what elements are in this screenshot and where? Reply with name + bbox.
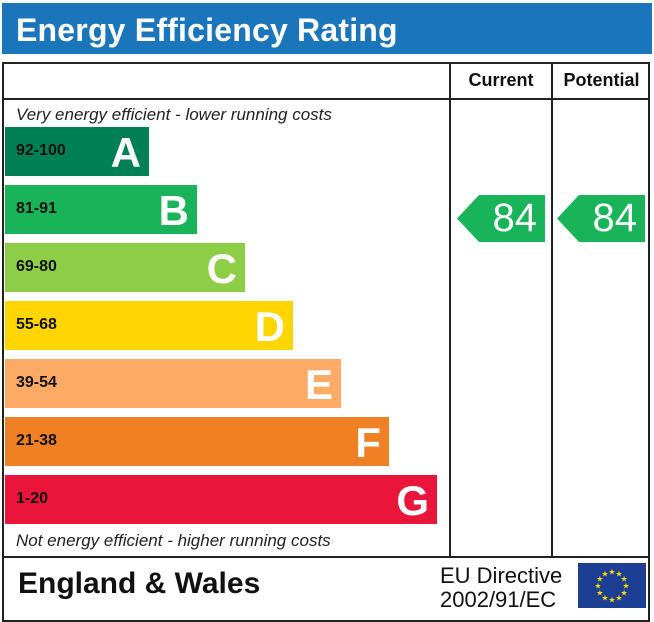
column-divider-potential (551, 62, 553, 558)
rating-band-d: 55-68 D (5, 301, 293, 350)
column-header-current: Current (468, 70, 534, 90)
current-rating-value: 84 (492, 196, 538, 240)
eu-flag-star: ★ (601, 569, 608, 578)
eu-directive: EU Directive 2002/91/EC (440, 564, 562, 612)
rating-band-letter: B (158, 187, 189, 234)
rating-band-letter: A (110, 129, 141, 176)
rating-band-range: 92-100 (16, 142, 66, 159)
rating-band-a: 92-100 A (5, 127, 149, 176)
eu-flag-star: ★ (601, 594, 608, 603)
rating-band-letter: D (254, 303, 285, 350)
column-header-potential: Potential (563, 70, 640, 90)
eu-flag-star: ★ (608, 568, 615, 577)
eu-flag-stars: ★ ★★★★★★★★★★★ (594, 568, 629, 605)
footer-region: England & Wales (18, 567, 261, 600)
top-caption: Very energy efficient - lower running co… (16, 105, 332, 124)
rating-band-g: 1-20 G (5, 475, 437, 524)
rating-band-range: 55-68 (16, 316, 57, 333)
rating-band-c: 69-80 C (5, 243, 245, 292)
page-title: Energy Efficiency Rating (16, 12, 398, 48)
rating-band-letter: E (304, 361, 333, 408)
rating-band-range: 39-54 (16, 374, 57, 391)
eu-flag-star: ★ (608, 596, 615, 605)
eu-flag-icon: ★ ★ ★ ★ ★ ★ ★ ★ ★ ★ ★ ★ (578, 563, 646, 608)
eu-flag-star: ★ (596, 589, 603, 598)
rating-band-range: 21-38 (16, 432, 57, 449)
rating-band-b: 81-91 B (5, 185, 197, 234)
title-bar: Energy Efficiency Rating (2, 3, 652, 54)
rating-band-letter: G (396, 477, 429, 524)
potential-rating-value: 84 (592, 196, 638, 240)
eu-flag-star: ★ (615, 594, 622, 603)
footer-divider (2, 556, 650, 558)
rating-band-f: 21-38 F (5, 417, 389, 466)
eu-directive-line2: 2002/91/EC (440, 587, 557, 612)
eu-flag-star: ★ (596, 575, 603, 584)
eu-flag-star: ★ (615, 569, 622, 578)
rating-band-range: 69-80 (16, 258, 57, 275)
column-divider-current (449, 62, 451, 558)
potential-arrow-shape (557, 195, 645, 242)
eu-directive-line1: EU Directive (440, 563, 563, 588)
potential-rating-arrow: 84 (557, 195, 645, 242)
bottom-caption: Not energy efficient - higher running co… (16, 531, 331, 550)
header-divider (2, 98, 650, 100)
rating-band-letter: C (206, 245, 237, 292)
eu-flag-star: ★ (621, 575, 628, 584)
rating-band-range: 1-20 (16, 490, 49, 507)
current-rating-arrow: 84 (457, 195, 545, 242)
eu-flag-star: ★ (594, 582, 601, 591)
current-arrow-shape (457, 195, 545, 242)
rating-band-letter: F (355, 419, 381, 466)
eu-flag-star: ★ (621, 589, 628, 598)
eu-flag-star: ★ (622, 582, 629, 591)
rating-band-e: 39-54 E (5, 359, 341, 408)
rating-band-range: 81-91 (16, 200, 57, 217)
